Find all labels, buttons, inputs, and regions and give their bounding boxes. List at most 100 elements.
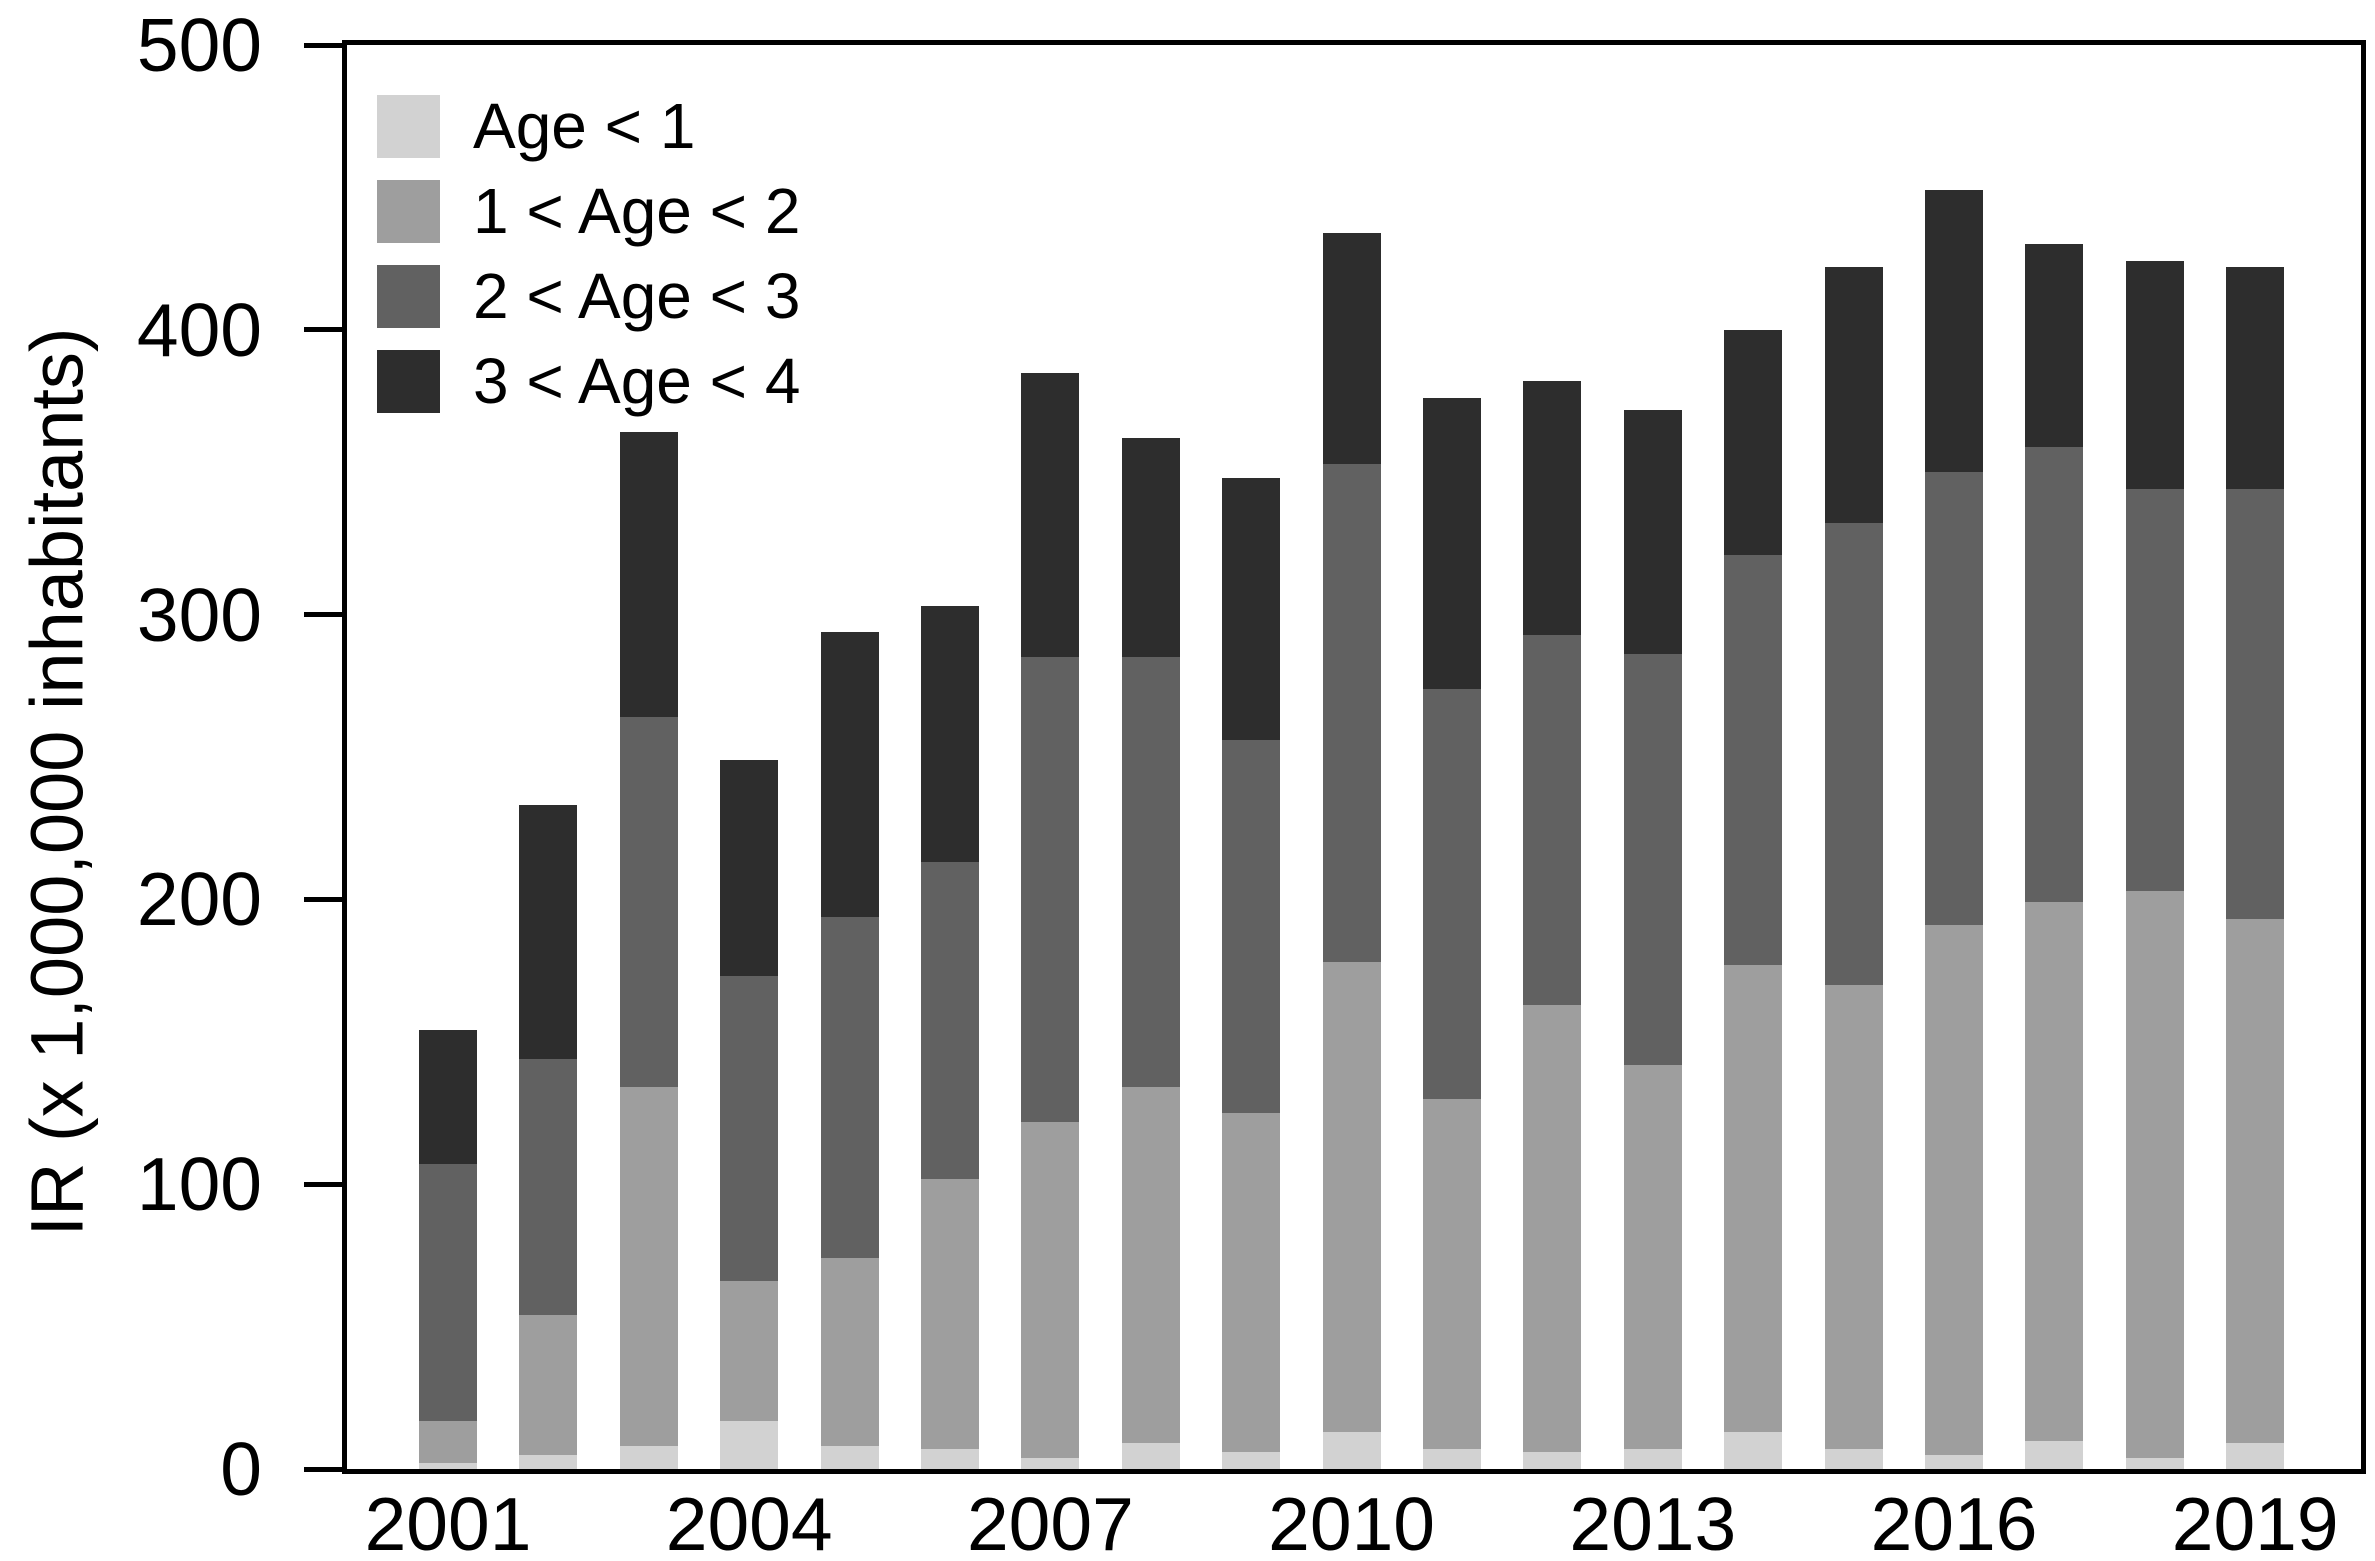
- bar-segment: [1523, 634, 1582, 1005]
- bar-segment: [1724, 329, 1783, 555]
- bar-segment: [1523, 1004, 1582, 1452]
- bar-segment: [1824, 267, 1883, 524]
- bar-2006: [921, 606, 979, 1469]
- bar-segment: [2226, 267, 2285, 490]
- bar-2007: [1021, 372, 1080, 1469]
- bar-segment: [2226, 919, 2285, 1444]
- x-axis-tick-label: 2007: [966, 1482, 1134, 1561]
- bar-segment: [1824, 984, 1883, 1450]
- bar-2018: [2125, 261, 2184, 1469]
- bar-segment: [519, 805, 578, 1059]
- bar-segment: [1121, 657, 1180, 1088]
- bar-segment: [720, 1281, 779, 1421]
- bar-segment: [419, 1463, 477, 1469]
- bar-segment: [2125, 1457, 2184, 1469]
- bar-segment: [1322, 232, 1381, 464]
- bar-segment: [1925, 190, 1983, 473]
- y-axis-tick-label: 400: [136, 287, 262, 372]
- bar-segment: [619, 432, 678, 718]
- bar-segment: [1925, 1454, 1983, 1469]
- bar-segment: [519, 1315, 578, 1455]
- y-axis-tick-label: 200: [136, 857, 262, 942]
- bar-segment: [1021, 372, 1080, 658]
- bar-segment: [1121, 1443, 1180, 1469]
- bar-segment: [1021, 657, 1080, 1122]
- bar-segment: [2125, 261, 2184, 490]
- legend-label: Age < 1: [473, 90, 696, 162]
- legend-label: 1 < Age < 2: [473, 175, 801, 247]
- bar-segment: [1623, 409, 1682, 655]
- bar-segment: [2025, 1440, 2084, 1469]
- bar-segment: [2125, 890, 2184, 1458]
- y-axis-tick: [304, 42, 342, 48]
- bar-2014: [1724, 329, 1783, 1469]
- bar-segment: [820, 1258, 879, 1447]
- bar-segment: [619, 1087, 678, 1447]
- bar-segment: [1121, 1087, 1180, 1444]
- bar-segment: [720, 759, 779, 977]
- bar-2008: [1121, 438, 1180, 1469]
- bar-segment: [1925, 472, 1983, 926]
- bar-2003: [619, 432, 678, 1469]
- bar-segment: [419, 1030, 477, 1165]
- bar-segment: [519, 1454, 578, 1469]
- bar-segment: [1623, 1449, 1682, 1469]
- bar-2002: [519, 805, 578, 1469]
- legend-row: 3 < Age < 4: [377, 349, 800, 413]
- legend-swatch: [377, 350, 440, 413]
- legend-swatch: [377, 95, 440, 158]
- bar-segment: [419, 1420, 477, 1464]
- bar-segment: [921, 862, 979, 1179]
- plot-box-border: [342, 40, 2366, 1474]
- x-axis-tick-label: 2013: [1569, 1482, 1737, 1561]
- bar-2011: [1423, 398, 1481, 1469]
- x-axis-tick-label: 2004: [665, 1482, 833, 1561]
- bar-segment: [720, 1420, 779, 1469]
- bar-segment: [921, 1449, 979, 1469]
- y-axis-tick-label: 300: [136, 572, 262, 657]
- bar-segment: [1222, 1451, 1281, 1469]
- bar-segment: [1523, 1451, 1582, 1469]
- bar-2009: [1222, 477, 1281, 1469]
- bar-segment: [720, 976, 779, 1282]
- legend: Age < 1 1 < Age < 2 2 < Age < 3 3 < Age < 4: [377, 90, 801, 435]
- bar-segment: [1724, 964, 1783, 1432]
- bar-segment: [2025, 244, 2084, 447]
- bar-2015: [1824, 267, 1883, 1469]
- bar-segment: [2125, 489, 2184, 891]
- bar-segment: [2025, 902, 2084, 1441]
- y-axis-tick-label: 100: [136, 1142, 262, 1227]
- bar-2004: [720, 759, 779, 1469]
- bar-segment: [1222, 739, 1281, 1113]
- bar-2019: [2226, 267, 2285, 1469]
- bar-segment: [1322, 463, 1381, 963]
- bar-segment: [1322, 1431, 1381, 1469]
- bar-segment: [921, 606, 979, 863]
- bar-segment: [1021, 1457, 1080, 1469]
- y-axis-tick: [304, 327, 342, 333]
- bar-2016: [1925, 190, 1983, 1469]
- bar-segment: [419, 1164, 477, 1421]
- bar-segment: [1423, 688, 1481, 1099]
- y-axis-tick: [304, 612, 342, 618]
- bar-segment: [1423, 1449, 1481, 1469]
- bar-2010: [1322, 232, 1381, 1469]
- legend-row: 1 < Age < 2: [377, 175, 801, 247]
- y-axis-tick-label: 0: [220, 1427, 262, 1511]
- bar-segment: [2025, 446, 2084, 903]
- bar-2017: [2025, 244, 2084, 1469]
- bar-segment: [820, 1446, 879, 1469]
- bar-segment: [619, 717, 678, 1088]
- bar-segment: [1623, 654, 1682, 1065]
- bar-segment: [820, 916, 879, 1259]
- bar-segment: [1021, 1121, 1080, 1458]
- bar-segment: [921, 1178, 979, 1450]
- y-axis-tick: [304, 896, 342, 902]
- bar-segment: [1724, 1431, 1783, 1469]
- bar-2001: [419, 1030, 477, 1469]
- bar-segment: [1423, 1098, 1481, 1450]
- bar-2012: [1523, 381, 1582, 1469]
- x-axis-tick-label: 2010: [1268, 1482, 1436, 1561]
- bar-segment: [1523, 381, 1582, 635]
